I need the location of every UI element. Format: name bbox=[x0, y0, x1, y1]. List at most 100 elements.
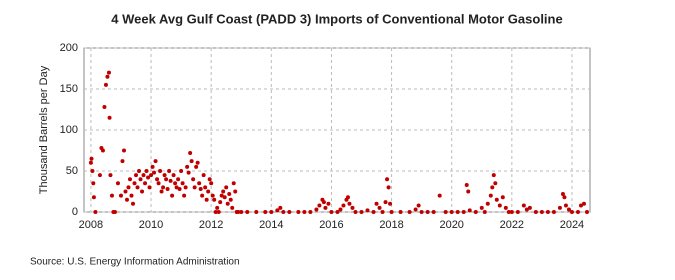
data-point bbox=[198, 187, 203, 192]
data-point bbox=[581, 201, 586, 206]
data-point bbox=[562, 195, 567, 200]
data-point bbox=[323, 205, 328, 210]
data-point bbox=[137, 169, 142, 173]
data-point bbox=[374, 201, 379, 206]
data-point bbox=[494, 197, 499, 202]
x-tick-label: 2012 bbox=[199, 219, 223, 231]
data-point bbox=[533, 210, 538, 214]
x-tick-label: 2010 bbox=[139, 219, 163, 231]
data-point bbox=[197, 181, 202, 186]
data-point bbox=[569, 210, 574, 214]
data-point bbox=[227, 191, 232, 196]
data-point bbox=[180, 181, 185, 186]
data-point bbox=[566, 207, 571, 212]
data-point bbox=[212, 197, 217, 202]
data-point bbox=[416, 203, 421, 208]
data-point bbox=[161, 185, 166, 190]
data-point bbox=[386, 185, 391, 190]
data-point bbox=[443, 210, 448, 214]
data-point bbox=[236, 210, 241, 214]
data-point bbox=[168, 178, 173, 183]
data-point bbox=[329, 210, 334, 214]
data-point bbox=[473, 210, 478, 214]
data-point bbox=[488, 193, 493, 198]
data-point bbox=[109, 193, 114, 198]
data-point bbox=[213, 210, 218, 214]
data-point bbox=[221, 189, 226, 194]
data-point bbox=[524, 207, 529, 212]
data-point bbox=[165, 187, 170, 192]
data-point bbox=[115, 181, 120, 186]
data-point bbox=[102, 105, 107, 110]
data-point bbox=[108, 173, 113, 178]
data-point bbox=[121, 148, 126, 153]
data-point bbox=[335, 210, 340, 214]
data-point bbox=[515, 210, 520, 214]
data-point bbox=[88, 160, 93, 165]
data-point bbox=[398, 210, 403, 214]
data-point bbox=[201, 173, 206, 178]
data-point bbox=[365, 208, 370, 213]
data-point bbox=[150, 164, 155, 169]
data-point bbox=[377, 205, 382, 210]
data-point bbox=[527, 205, 532, 210]
data-point bbox=[144, 169, 149, 173]
data-point bbox=[287, 210, 292, 214]
data-point bbox=[176, 177, 181, 182]
data-point bbox=[383, 200, 388, 205]
data-point bbox=[389, 210, 394, 214]
data-point bbox=[350, 205, 355, 210]
data-point bbox=[105, 74, 110, 79]
data-point bbox=[222, 195, 227, 200]
data-point bbox=[140, 189, 145, 194]
data-point bbox=[162, 173, 167, 178]
data-point bbox=[431, 210, 436, 214]
data-point bbox=[112, 210, 117, 214]
data-point bbox=[228, 197, 233, 202]
data-point bbox=[206, 189, 211, 194]
data-point bbox=[106, 70, 111, 75]
data-point bbox=[89, 156, 94, 161]
data-point bbox=[491, 173, 496, 178]
x-tick-label: 2022 bbox=[500, 219, 524, 231]
data-point bbox=[215, 205, 220, 210]
data-point bbox=[380, 210, 385, 214]
data-point bbox=[467, 208, 472, 213]
data-point bbox=[490, 185, 495, 190]
data-point bbox=[254, 210, 259, 214]
data-point bbox=[338, 207, 343, 212]
y-tick-label: 150 bbox=[60, 83, 78, 95]
data-point bbox=[171, 173, 176, 178]
data-point bbox=[147, 185, 152, 190]
data-point bbox=[437, 193, 442, 198]
data-point bbox=[509, 210, 514, 214]
chart-title: 4 Week Avg Gulf Coast (PADD 3) Imports o… bbox=[111, 11, 562, 26]
y-tick-label: 0 bbox=[72, 206, 78, 218]
data-point bbox=[545, 210, 550, 214]
data-point bbox=[131, 201, 136, 206]
data-point bbox=[188, 150, 193, 155]
data-point bbox=[143, 181, 148, 186]
data-point bbox=[141, 173, 146, 178]
data-point bbox=[464, 182, 469, 187]
data-point bbox=[224, 185, 229, 190]
data-point bbox=[521, 203, 526, 208]
x-tick-label: 2008 bbox=[79, 219, 103, 231]
y-tick-label: 200 bbox=[60, 42, 78, 54]
data-point bbox=[167, 169, 172, 173]
data-point bbox=[449, 210, 454, 214]
data-point bbox=[557, 205, 562, 210]
y-tick-label: 100 bbox=[60, 124, 78, 136]
data-point bbox=[317, 203, 322, 208]
data-point bbox=[233, 189, 238, 194]
data-point bbox=[275, 208, 280, 213]
data-point bbox=[183, 185, 188, 190]
data-point bbox=[563, 203, 568, 208]
data-point bbox=[173, 181, 178, 186]
data-point bbox=[497, 203, 502, 208]
data-point bbox=[219, 193, 224, 198]
data-point bbox=[124, 197, 129, 202]
data-point bbox=[204, 197, 209, 202]
data-point bbox=[185, 164, 190, 169]
data-point bbox=[485, 201, 490, 206]
